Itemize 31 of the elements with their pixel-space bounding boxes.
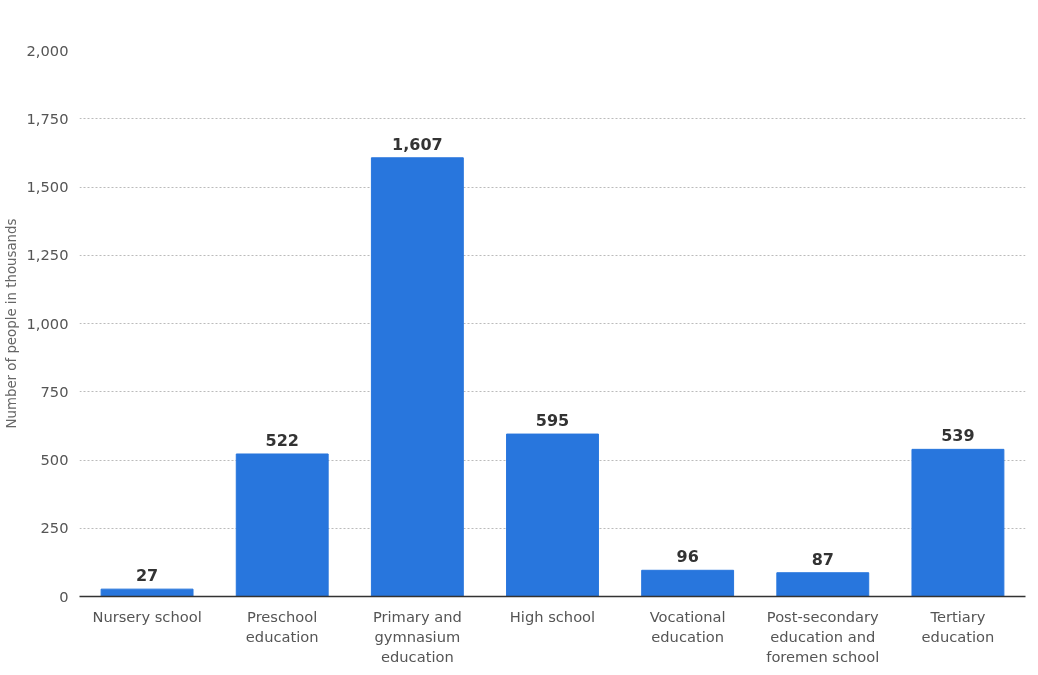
x-tick-label: Vocational education: [649, 607, 726, 645]
y-tick-label: 1,000: [26, 314, 69, 332]
bar: [776, 572, 870, 597]
data-label: 27: [135, 566, 159, 586]
data-label: 522: [265, 430, 299, 450]
x-tick-label: Primary and gymnasium education: [372, 607, 462, 666]
x-tick-label: Preschool education: [245, 607, 319, 645]
data-label: 1,607: [392, 134, 443, 154]
y-tick-label: 1,750: [26, 109, 69, 127]
data-label: 87: [811, 549, 834, 569]
bar: [506, 433, 599, 597]
data-label: 96: [676, 547, 699, 567]
x-tick-label: Nursery school: [92, 607, 202, 625]
bar: [100, 588, 194, 597]
y-tick-label: 0: [59, 587, 69, 605]
x-tick-label: High school: [509, 607, 596, 625]
y-tick-label: 500: [40, 451, 69, 468]
y-axis-title: Number of people in thousands: [3, 218, 19, 429]
bar: [641, 569, 735, 597]
y-tick-label: 1,250: [26, 246, 69, 264]
bar: [911, 448, 1005, 597]
data-label: 539: [941, 426, 975, 446]
x-tick-label: Tertiary education: [921, 607, 995, 645]
y-tick-label: 1,500: [26, 178, 69, 195]
data-label: 595: [535, 411, 570, 431]
y-tick-label: 750: [40, 382, 69, 400]
x-tick-label: Post-secondary education and foremen school: [766, 607, 880, 666]
y-tick-label: 250: [40, 519, 69, 537]
bar: [235, 453, 329, 597]
y-tick-label: 2,000: [26, 41, 69, 59]
bar: [370, 157, 464, 597]
